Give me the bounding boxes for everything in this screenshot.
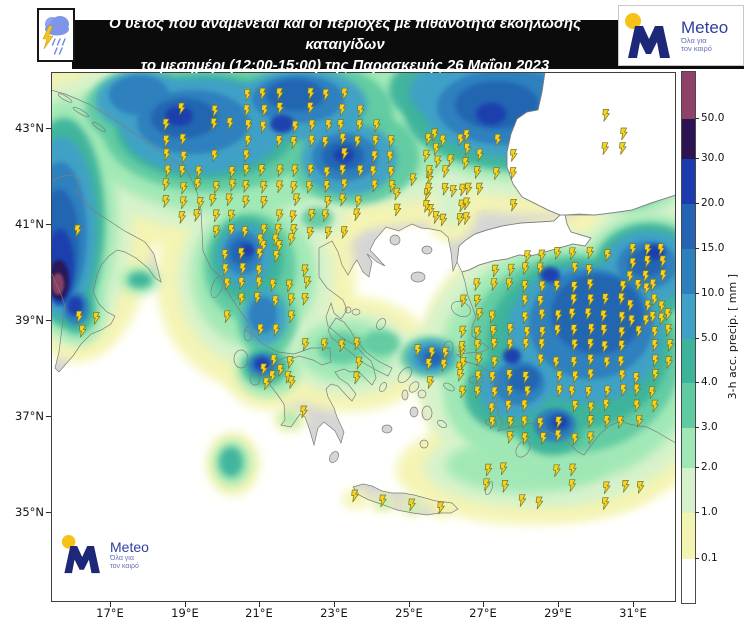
colorbar-tick-label: 2.0 — [701, 461, 718, 473]
lon-tick-mark — [633, 602, 634, 607]
map-frame — [51, 72, 676, 602]
meteo-logo-tagline2: τον καιρό — [681, 44, 712, 53]
map-area: Meteo Όλα για τον καιρό — [51, 72, 676, 602]
meteo-logo-text: Meteo Όλα για τον καιρό — [110, 539, 149, 571]
thunderstorm-icon — [42, 16, 69, 55]
colorbar-segment — [682, 428, 695, 468]
lat-tick-label: 39°N — [15, 313, 44, 327]
meteo-logo-name: Meteo — [681, 17, 729, 37]
lon-tick-label: 19°E — [171, 606, 199, 620]
colorbar-segment — [682, 72, 695, 119]
lon-tick-label: 31°E — [619, 606, 647, 620]
lon-tick-mark — [558, 602, 559, 607]
colorbar-tick-label: 1.0 — [701, 506, 718, 518]
lon-tick-label: 25°E — [395, 606, 423, 620]
meteo-logo-tagline2: τον καιρό — [110, 562, 139, 570]
colorbar-segment — [682, 204, 695, 249]
coastlines — [51, 72, 676, 516]
lon-tick-mark — [409, 602, 410, 607]
lat-tick-label: 37°N — [15, 409, 44, 423]
lat-tick-label: 43°N — [15, 121, 44, 135]
colorbar-segment — [682, 294, 695, 339]
colorbar-segment — [682, 339, 695, 383]
colorbar-segment — [682, 159, 695, 204]
colorbar-tick-label: 30.0 — [701, 152, 725, 164]
meteo-logo-inmap: Meteo Όλα για τον καιρό — [61, 534, 149, 575]
lon-tick-label: 29°E — [544, 606, 572, 620]
colorbar-segment — [682, 513, 695, 559]
lon-tick-mark — [483, 602, 484, 607]
colorbar-tick-mark — [695, 558, 699, 559]
lat-tick-mark — [46, 128, 51, 129]
colorbar-segment — [682, 468, 695, 513]
meteo-logo-mark — [625, 12, 670, 58]
lat-tick-label: 41°N — [15, 217, 44, 231]
colorbar-tick-mark — [695, 338, 699, 339]
lon-tick-label: 21°E — [245, 606, 273, 620]
lon-tick-mark — [185, 602, 186, 607]
colorbar-tick-mark — [695, 118, 699, 119]
colorbar — [681, 71, 696, 604]
colorbar-tick-label: 0.1 — [701, 552, 718, 564]
lon-tick-mark — [110, 602, 111, 607]
colorbar-segment — [682, 119, 695, 159]
meteo-logo-name: Meteo — [110, 538, 149, 555]
colorbar-segment — [682, 383, 695, 428]
lat-tick-mark — [46, 416, 51, 417]
lat-tick-mark — [46, 224, 51, 225]
lon-tick-mark — [334, 602, 335, 607]
colorbar-tick-label: 10.0 — [701, 287, 725, 299]
colorbar-tick-mark — [695, 203, 699, 204]
meteo-logo-tagline1: Όλα για — [110, 554, 134, 562]
colorbar-segment — [682, 559, 695, 603]
meteo-logo-top: Meteo Όλα για τον καιρό — [618, 5, 744, 66]
meteo-logo-text: Meteo Όλα για τον καιρό — [681, 18, 728, 54]
lon-tick-mark — [259, 602, 260, 607]
colorbar-tick-label: 15.0 — [701, 242, 725, 254]
lon-tick-label: 17°E — [96, 606, 124, 620]
colorbar-tick-mark — [695, 158, 699, 159]
colorbar-tick-mark — [695, 382, 699, 383]
meteo-logo-mark — [61, 535, 100, 574]
colorbar-tick-label: 20.0 — [701, 197, 725, 209]
meteo-logo-tagline1: Όλα για — [681, 35, 707, 45]
map-title-line1: Ο υετός που αναμένεται και οι περιοχές μ… — [108, 15, 582, 53]
colorbar-title-wrap: 3-h acc. precip. [ mm ] — [723, 71, 741, 602]
storm-icon-box — [37, 8, 75, 62]
map-title-line2: το μεσημέρι (12:00-15:00) της Παρασκευής… — [140, 57, 550, 74]
colorbar-tick-mark — [695, 467, 699, 468]
lat-tick-label: 35°N — [15, 505, 44, 519]
lon-tick-label: 23°E — [320, 606, 348, 620]
title-bar: Ο υετός που αναμένεται και οι περιοχές μ… — [72, 15, 744, 74]
colorbar-tick-label: 4.0 — [701, 376, 718, 388]
precipitation-map — [51, 72, 676, 602]
colorbar-tick-label: 5.0 — [701, 332, 718, 344]
lat-tick-mark — [46, 512, 51, 513]
colorbar-tick-mark — [695, 512, 699, 513]
colorbar-segment — [682, 249, 695, 294]
colorbar-tick-label: 50.0 — [701, 112, 725, 124]
lon-tick-label: 27°E — [469, 606, 497, 620]
lat-tick-mark — [46, 320, 51, 321]
colorbar-tick-mark — [695, 427, 699, 428]
colorbar-tick-label: 3.0 — [701, 421, 718, 433]
colorbar-tick-mark — [695, 293, 699, 294]
colorbar-tick-mark — [695, 248, 699, 249]
colorbar-title: 3-h acc. precip. [ mm ] — [725, 273, 739, 400]
